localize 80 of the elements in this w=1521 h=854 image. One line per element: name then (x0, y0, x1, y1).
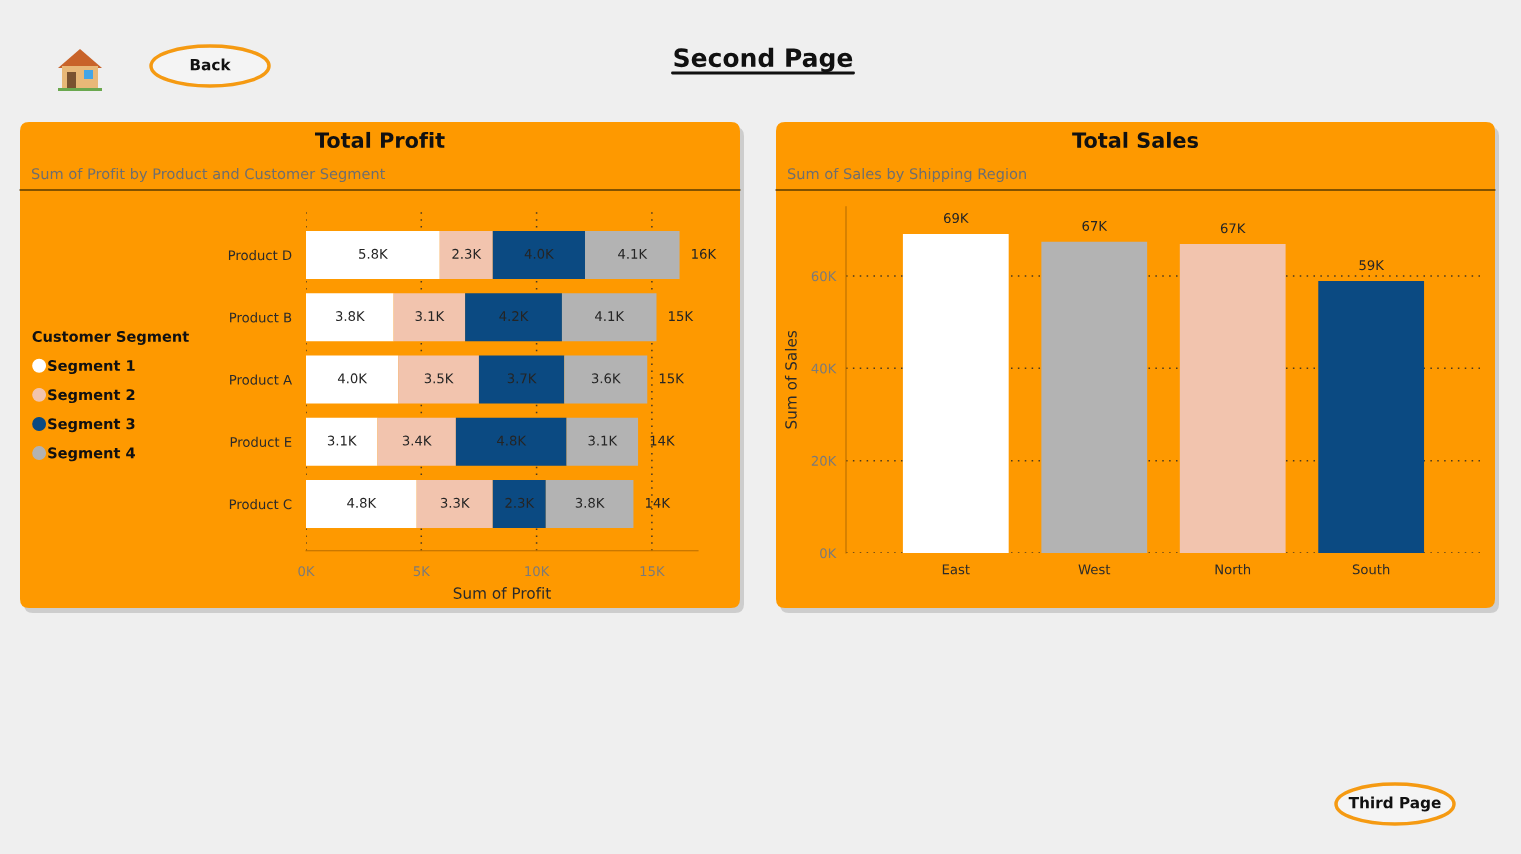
data-label: 5.8K (359, 248, 388, 259)
bar (398, 355, 479, 404)
data-label: 3.8K (336, 311, 365, 322)
bar (564, 355, 648, 404)
data-label: 4.8K (347, 497, 377, 508)
data-label: 2.3K (452, 248, 482, 259)
data-label: 67K (1220, 223, 1246, 234)
y-tick-label: Product D (228, 249, 292, 261)
chart-subtitle: Sum of Sales by Shipping Region (787, 167, 1026, 183)
text: Back (190, 58, 231, 71)
data-label: 69K (943, 213, 969, 224)
total-label: 16K (692, 248, 717, 259)
data-label: 3.6K (591, 373, 621, 384)
y-tick-label: Product C (229, 498, 292, 510)
text: Second Page (674, 47, 853, 73)
data-label: 3.1K (588, 435, 618, 446)
bar (478, 355, 565, 404)
bar (416, 480, 493, 528)
data-label: 3.1K (327, 435, 357, 446)
total-label: 14K (650, 435, 675, 446)
x-tick-label: West (1078, 564, 1111, 575)
y-tick-label: Product E (230, 436, 292, 447)
bar (306, 231, 440, 279)
legend-title: Customer Segment (32, 330, 189, 345)
y-tick-label: 0K (820, 548, 837, 559)
bar (585, 231, 680, 279)
bar (306, 355, 399, 404)
data-label: 2.3K (505, 497, 535, 508)
chart-title: Total Profit (315, 131, 445, 149)
total-label: 15K (669, 311, 694, 322)
bar (561, 293, 657, 342)
data-label: 4.1K (595, 311, 625, 321)
data-label: 3.5K (424, 373, 454, 384)
y-tick-label: Product A (230, 374, 292, 385)
legend-label: Segment 4 (48, 447, 135, 462)
data-label: 4.8K (497, 435, 527, 446)
y-tick-label: 20K (811, 455, 837, 466)
chart-subtitle: Sum of Profit by Product and Customer Segment (31, 167, 386, 183)
bar (306, 293, 394, 342)
x-tick-label: North (1215, 564, 1251, 575)
x-tick-label: South (1352, 564, 1390, 575)
legend-label: Segment 2 (48, 389, 135, 404)
x-tick-label: 10K (525, 566, 550, 577)
x-tick-label: 15K (640, 566, 665, 577)
y-tick-label: 40K (811, 363, 837, 374)
x-tick-label: 0K (298, 566, 315, 577)
bar (306, 480, 417, 528)
y-tick-label: Product B (230, 312, 292, 323)
y-tick-label: 60K (811, 271, 837, 282)
x-axis-title: Sum of Profit (453, 587, 551, 599)
chart-title: Total Sales (1072, 131, 1198, 149)
legend-label: Segment 3 (48, 418, 135, 433)
bar (492, 231, 586, 279)
x-tick-label: East (942, 564, 970, 575)
bar (545, 480, 634, 528)
data-label: 4.0K (337, 373, 368, 384)
text: Third Page (1348, 796, 1441, 812)
total-label: 14K (646, 498, 671, 508)
bar (465, 293, 562, 342)
bar (439, 231, 493, 279)
data-label: 67K (1082, 220, 1108, 231)
bar (492, 480, 546, 528)
data-label: 3.7K (507, 373, 537, 384)
data-label: 4.1K (618, 249, 648, 259)
data-label: 4.2K (499, 311, 529, 321)
bar (455, 417, 567, 466)
bar (393, 293, 466, 342)
bar (566, 417, 639, 466)
data-label: 3.1K (415, 311, 445, 322)
legend-label: Segment 1 (48, 360, 135, 375)
data-label: 59K (1359, 260, 1385, 271)
data-label: 3.3K (440, 497, 470, 508)
data-label: 4.0K (524, 248, 554, 259)
data-label: 3.8K (575, 497, 605, 508)
bar (306, 417, 378, 466)
y-axis-title: Sum of Sales (784, 330, 797, 429)
bar (377, 417, 456, 466)
data-label: 3.4K (402, 435, 432, 446)
total-label: 15K (659, 373, 685, 384)
x-tick-label: 5K (413, 566, 431, 577)
